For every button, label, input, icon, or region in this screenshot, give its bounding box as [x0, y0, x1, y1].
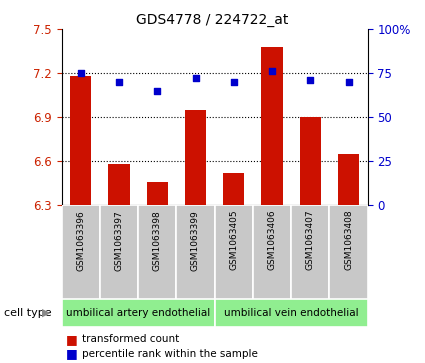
Bar	[100, 205, 138, 299]
Bar	[138, 205, 176, 299]
Bar	[62, 205, 100, 299]
Bar	[176, 205, 215, 299]
Bar	[215, 205, 253, 299]
Text: GSM1063408: GSM1063408	[344, 210, 353, 270]
Bar	[108, 164, 130, 205]
Text: GSM1063405: GSM1063405	[229, 210, 238, 270]
Bar	[147, 182, 168, 205]
Text: ■: ■	[66, 333, 78, 346]
Bar	[62, 299, 215, 327]
Text: percentile rank within the sample: percentile rank within the sample	[82, 349, 258, 359]
Text: GSM1063406: GSM1063406	[267, 210, 277, 270]
Bar	[338, 154, 359, 205]
Text: GSM1063397: GSM1063397	[114, 210, 124, 270]
Point	[192, 76, 199, 81]
Text: GSM1063396: GSM1063396	[76, 210, 85, 270]
Text: ■: ■	[66, 347, 78, 360]
Bar	[253, 205, 291, 299]
Point	[77, 70, 84, 76]
Point	[230, 79, 237, 85]
Point	[345, 79, 352, 85]
Text: GSM1063398: GSM1063398	[153, 210, 162, 270]
Point	[269, 68, 275, 74]
Point	[307, 77, 314, 83]
Bar	[329, 205, 368, 299]
Text: transformed count: transformed count	[82, 334, 179, 344]
Bar	[223, 173, 244, 205]
Text: umbilical vein endothelial: umbilical vein endothelial	[224, 308, 358, 318]
Bar	[300, 117, 321, 205]
Bar	[185, 110, 206, 205]
Text: cell type: cell type	[4, 308, 52, 318]
Bar	[291, 205, 329, 299]
Point	[116, 79, 122, 85]
Text: GSM1063399: GSM1063399	[191, 210, 200, 270]
Bar	[70, 76, 91, 205]
Point	[154, 88, 161, 94]
Text: GSM1063407: GSM1063407	[306, 210, 315, 270]
Text: GDS4778 / 224722_at: GDS4778 / 224722_at	[136, 13, 289, 27]
Bar	[215, 299, 368, 327]
Bar	[261, 46, 283, 205]
Text: ▶: ▶	[42, 308, 50, 318]
Text: umbilical artery endothelial: umbilical artery endothelial	[66, 308, 210, 318]
